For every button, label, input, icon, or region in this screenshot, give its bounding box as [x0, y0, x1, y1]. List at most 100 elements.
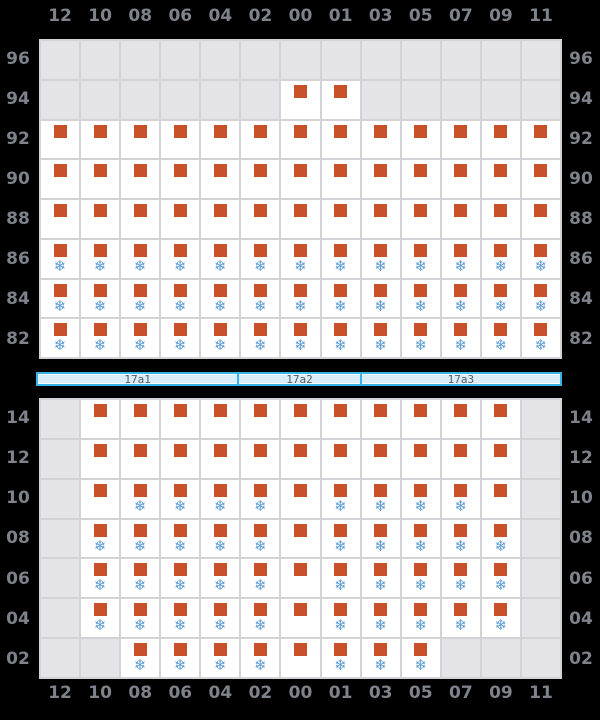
grid-cell[interactable]: ❄: [121, 559, 160, 598]
grid-cell[interactable]: [441, 160, 480, 198]
grid-cell[interactable]: [441, 120, 480, 159]
grid-cell[interactable]: ❄: [361, 519, 400, 558]
grid-cell[interactable]: [281, 599, 320, 638]
grid-cell[interactable]: ❄: [201, 479, 240, 518]
grid-cell[interactable]: ❄: [201, 279, 240, 318]
grid-cell[interactable]: [241, 200, 280, 238]
grid-cell[interactable]: [201, 120, 240, 159]
grid-cell[interactable]: ❄: [321, 239, 360, 278]
grid-cell[interactable]: [401, 400, 440, 438]
grid-cell[interactable]: ❄: [401, 559, 440, 598]
grid-cell[interactable]: ❄: [201, 319, 240, 357]
grid-cell[interactable]: ❄: [321, 319, 360, 357]
grid-cell[interactable]: ❄: [121, 479, 160, 518]
grid-cell[interactable]: ❄: [41, 279, 80, 318]
grid-cell[interactable]: ❄: [521, 279, 560, 318]
grid-cell[interactable]: [361, 160, 400, 198]
grid-cell[interactable]: [321, 200, 360, 238]
grid-cell[interactable]: [481, 400, 520, 438]
grid-cell[interactable]: [81, 400, 120, 438]
grid-cell[interactable]: ❄: [441, 519, 480, 558]
grid-cell[interactable]: ❄: [321, 639, 360, 677]
grid-cell[interactable]: [81, 439, 120, 478]
grid-cell[interactable]: ❄: [201, 519, 240, 558]
grid-cell[interactable]: ❄: [401, 639, 440, 677]
grid-cell[interactable]: ❄: [161, 279, 200, 318]
grid-cell[interactable]: [321, 400, 360, 438]
grid-cell[interactable]: ❄: [121, 319, 160, 357]
grid-cell[interactable]: ❄: [241, 639, 280, 677]
grid-cell[interactable]: ❄: [161, 599, 200, 638]
grid-cell[interactable]: [201, 200, 240, 238]
grid-cell[interactable]: ❄: [161, 239, 200, 278]
grid-cell[interactable]: ❄: [321, 519, 360, 558]
grid-cell[interactable]: [241, 120, 280, 159]
grid-cell[interactable]: [81, 120, 120, 159]
grid-cell[interactable]: ❄: [441, 559, 480, 598]
grid-cell[interactable]: [401, 439, 440, 478]
grid-cell[interactable]: ❄: [41, 239, 80, 278]
grid-cell[interactable]: ❄: [401, 519, 440, 558]
grid-cell[interactable]: [321, 80, 360, 119]
grid-cell[interactable]: [241, 400, 280, 438]
grid-cell[interactable]: ❄: [81, 319, 120, 357]
grid-cell[interactable]: ❄: [441, 599, 480, 638]
grid-cell[interactable]: ❄: [361, 479, 400, 518]
grid-cell[interactable]: ❄: [361, 279, 400, 318]
grid-cell[interactable]: ❄: [321, 479, 360, 518]
grid-cell[interactable]: [281, 120, 320, 159]
grid-cell[interactable]: ❄: [121, 239, 160, 278]
grid-cell[interactable]: [281, 200, 320, 238]
coach-section-17a1[interactable]: 17a1: [124, 374, 151, 384]
grid-cell[interactable]: ❄: [361, 559, 400, 598]
grid-cell[interactable]: ❄: [481, 239, 520, 278]
grid-cell[interactable]: [481, 160, 520, 198]
grid-cell[interactable]: ❄: [41, 319, 80, 357]
grid-cell[interactable]: [361, 200, 400, 238]
grid-cell[interactable]: [81, 200, 120, 238]
grid-cell[interactable]: [521, 200, 560, 238]
grid-cell[interactable]: ❄: [401, 239, 440, 278]
grid-cell[interactable]: [441, 200, 480, 238]
grid-cell[interactable]: ❄: [201, 599, 240, 638]
grid-cell[interactable]: ❄: [161, 319, 200, 357]
grid-cell[interactable]: ❄: [401, 599, 440, 638]
grid-cell[interactable]: ❄: [361, 599, 400, 638]
grid-cell[interactable]: ❄: [201, 239, 240, 278]
grid-cell[interactable]: [81, 479, 120, 518]
coach-section-17a2[interactable]: 17a2: [237, 374, 359, 384]
grid-cell[interactable]: ❄: [241, 279, 280, 318]
grid-cell[interactable]: [161, 120, 200, 159]
grid-cell[interactable]: [201, 160, 240, 198]
grid-cell[interactable]: [401, 200, 440, 238]
grid-cell[interactable]: ❄: [81, 599, 120, 638]
grid-cell[interactable]: ❄: [121, 639, 160, 677]
grid-cell[interactable]: [321, 160, 360, 198]
grid-cell[interactable]: ❄: [241, 599, 280, 638]
coach-section-17a3[interactable]: 17a3: [359, 374, 560, 384]
grid-cell[interactable]: ❄: [361, 239, 400, 278]
grid-cell[interactable]: [161, 439, 200, 478]
grid-cell[interactable]: [441, 400, 480, 438]
grid-cell[interactable]: ❄: [321, 559, 360, 598]
grid-cell[interactable]: [121, 120, 160, 159]
grid-cell[interactable]: [401, 120, 440, 159]
grid-cell[interactable]: ❄: [481, 559, 520, 598]
grid-cell[interactable]: ❄: [401, 279, 440, 318]
grid-cell[interactable]: ❄: [401, 319, 440, 357]
grid-cell[interactable]: ❄: [241, 319, 280, 357]
grid-cell[interactable]: ❄: [361, 639, 400, 677]
grid-cell[interactable]: ❄: [241, 559, 280, 598]
grid-cell[interactable]: [121, 160, 160, 198]
grid-cell[interactable]: ❄: [521, 319, 560, 357]
grid-cell[interactable]: [121, 200, 160, 238]
grid-cell[interactable]: ❄: [161, 559, 200, 598]
grid-cell[interactable]: [121, 400, 160, 438]
grid-cell[interactable]: ❄: [161, 519, 200, 558]
grid-cell[interactable]: ❄: [321, 279, 360, 318]
grid-cell[interactable]: [481, 439, 520, 478]
grid-cell[interactable]: [281, 479, 320, 518]
grid-cell[interactable]: [161, 200, 200, 238]
grid-cell[interactable]: ❄: [481, 319, 520, 357]
grid-cell[interactable]: ❄: [281, 279, 320, 318]
